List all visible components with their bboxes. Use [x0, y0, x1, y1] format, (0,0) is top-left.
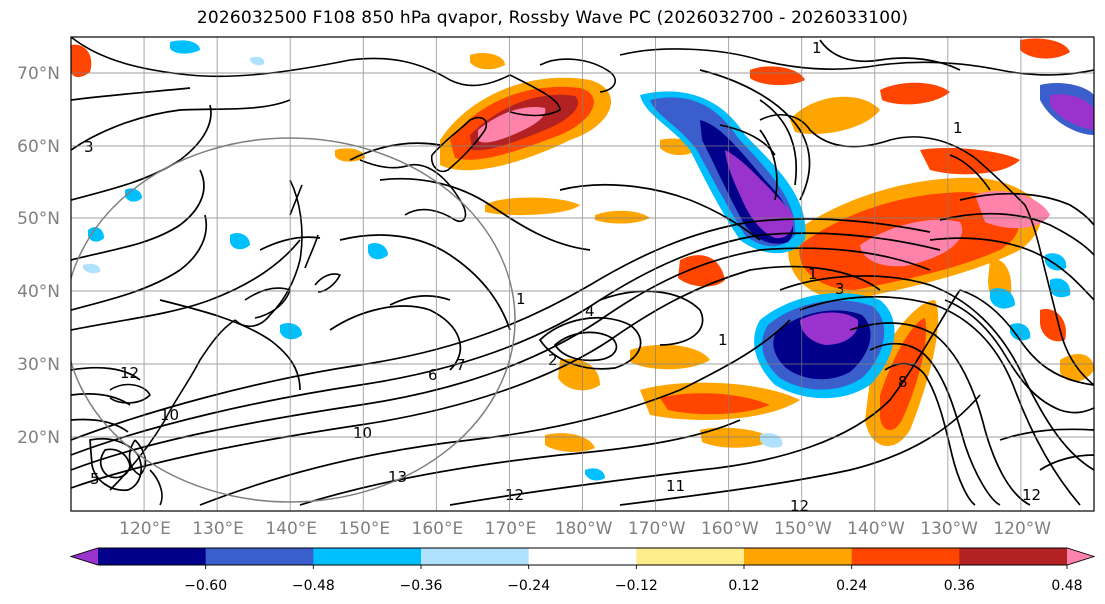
longitude-label: 150°W: [774, 519, 832, 539]
longitude-label: 130°W: [920, 519, 978, 539]
colorbar-tick-label: −0.12: [615, 578, 658, 594]
contour-label: 1: [718, 331, 728, 349]
longitude-label: 160°E: [412, 519, 464, 539]
colorbar-tick-label: 0.12: [728, 578, 759, 594]
latitude-label: 60°N: [17, 137, 60, 157]
contour-label: 1: [812, 39, 822, 57]
contour-label: 2: [548, 351, 558, 369]
latitude-label: 70°N: [17, 64, 60, 84]
longitude-label: 140°W: [847, 519, 905, 539]
colorbar-lower-extension: [71, 548, 98, 565]
colorbar-tick-label: 0.48: [1051, 578, 1082, 594]
colorbar-segment: [421, 548, 530, 565]
colorbar-segment: [636, 548, 745, 565]
colorbar-tick-label: −0.60: [184, 578, 227, 594]
contour-label: 1: [516, 290, 526, 308]
contour-label: 11: [666, 477, 685, 495]
contour-label: 8: [898, 373, 908, 391]
positive-anomaly-shading: [71, 38, 1094, 452]
longitude-label: 120°W: [993, 519, 1051, 539]
contour-label: 1: [808, 265, 818, 283]
colorbar-tick-label: 0.24: [836, 578, 867, 594]
longitude-label: 130°E: [192, 519, 244, 539]
contour-label: 10: [353, 424, 372, 442]
colorbar: −0.60 −0.48 −0.36 −0.24 −0.12 0.12 0.24 0.36 0.4…: [69, 547, 1096, 594]
contour-label: 3: [84, 138, 94, 156]
colorbar-segment: [205, 548, 314, 565]
map-panel: 1 3 1 1 2 4 1 7 6 10 12 13 12 11 12 12 8…: [71, 37, 1094, 515]
map-title: 2026032500 F108 850 hPa qvapor, Rossby W…: [196, 8, 909, 28]
contour-label: 1: [953, 119, 963, 137]
latitude-labels: 70°N 60°N 50°N 40°N 30°N 20°N: [17, 64, 60, 448]
longitude-label: 180°W: [555, 519, 613, 539]
negative-anomaly-shading: [83, 40, 1094, 481]
colorbar-segment: [528, 548, 637, 565]
longitude-label: 170°E: [485, 519, 537, 539]
latitude-label: 50°N: [17, 209, 60, 229]
streamfunction-contours: [71, 39, 1094, 506]
latitude-label: 40°N: [17, 282, 60, 302]
colorbar-segment: [744, 548, 853, 565]
longitude-labels: 120°E 130°E 140°E 150°E 160°E 170°E 180°W 170°W…: [119, 519, 1051, 539]
colorbar-tick-label: −0.36: [400, 578, 443, 594]
contour-labels: 1 3 1 1 2 4 1 7 6 10 12 13 12 11 12 12 8…: [84, 39, 1041, 515]
colorbar-tick-label: −0.48: [292, 578, 335, 594]
contour-label: 12: [1022, 486, 1041, 504]
colorbar-upper-extension: [1067, 548, 1094, 565]
colorbar-segment: [851, 548, 960, 565]
colorbar-segment: [313, 548, 422, 565]
graticule: [71, 37, 1094, 511]
longitude-label: 150°E: [338, 519, 390, 539]
longitude-label: 140°E: [265, 519, 317, 539]
contour-label: 3: [835, 280, 845, 298]
map-frame: [70, 36, 1095, 512]
longitude-label: 120°E: [119, 519, 171, 539]
contour-label: 5: [90, 470, 100, 488]
latitude-label: 20°N: [17, 428, 60, 448]
rossby-wave-region-outline: [71, 137, 516, 503]
contour-label: 6: [428, 366, 438, 384]
coastlines: [71, 37, 1094, 506]
contour-label: 10: [160, 406, 179, 424]
colorbar-tick-label: 0.36: [944, 578, 975, 594]
latitude-label: 30°N: [17, 355, 60, 375]
contour-label: 12: [120, 364, 139, 382]
contour-label: 12: [790, 497, 809, 515]
colorbar-segment: [98, 548, 207, 565]
contour-label: 12: [505, 486, 524, 504]
contour-label: 7: [456, 356, 466, 374]
longitude-label: 170°W: [628, 519, 686, 539]
colorbar-tick-label: −0.24: [507, 578, 550, 594]
colorbar-segment: [959, 548, 1068, 565]
longitude-label: 160°W: [701, 519, 759, 539]
contour-label: 4: [585, 302, 595, 320]
